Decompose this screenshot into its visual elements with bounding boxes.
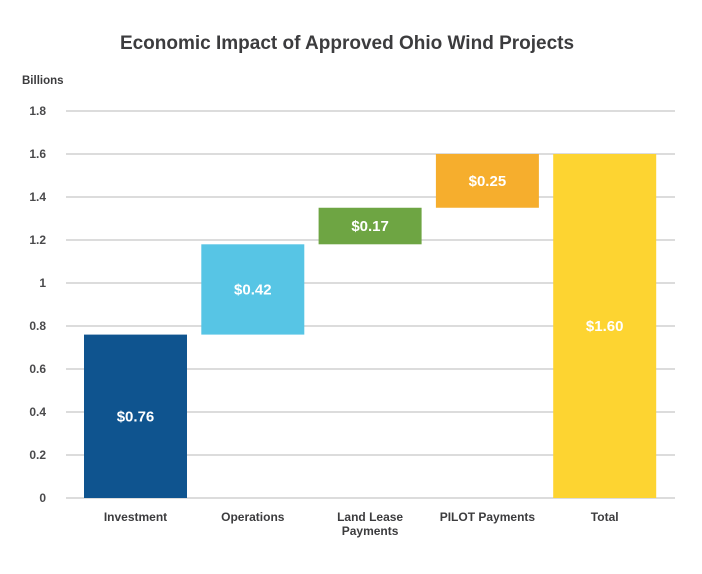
y-tick-label: 1.2 (29, 233, 46, 247)
bar (553, 154, 657, 498)
y-tick-label: 1.8 (29, 104, 46, 118)
x-tick-label-line: Total (591, 510, 619, 524)
y-tick-label: 1.4 (29, 190, 46, 204)
x-tick-label-line: Investment (104, 510, 167, 524)
bars (84, 154, 657, 498)
data-label: $0.25 (469, 173, 507, 190)
x-tick-label-line: Land Lease (337, 510, 403, 524)
x-axis-ticks: Investment Operations Land Lease Payments PI… (104, 510, 619, 538)
x-tick-label: Land Lease Payments (337, 510, 403, 538)
y-axis-unit-label: Billions (22, 75, 64, 87)
data-labels: $0.76 $0.42 $0.17 $0.25 $1.60 (117, 173, 624, 425)
y-tick-label: 0 (39, 491, 46, 505)
data-label: $0.76 (117, 408, 155, 425)
data-label: $0.42 (234, 281, 272, 298)
bar (84, 334, 187, 498)
x-tick-label: Total (591, 510, 619, 524)
data-label: $0.17 (351, 218, 389, 235)
x-tick-label-line: Operations (221, 510, 285, 524)
y-tick-label: 0.6 (29, 362, 46, 376)
y-tick-label: 1.6 (29, 147, 46, 161)
y-tick-label: 0.8 (29, 319, 46, 333)
data-label: $1.60 (586, 318, 624, 335)
x-tick-label: Investment (104, 510, 167, 524)
y-axis-ticks: 0 0.2 0.4 0.6 0.8 1 1.2 1.4 1.6 1.8 (29, 104, 46, 505)
x-tick-label-line: PILOT Payments (440, 510, 536, 524)
y-tick-label: 0.4 (29, 405, 46, 419)
bar (318, 207, 422, 245)
y-tick-label: 1 (39, 276, 46, 290)
x-tick-label: PILOT Payments (440, 510, 536, 524)
bar (435, 154, 539, 208)
x-tick-label-line: Payments (342, 524, 399, 538)
bar (201, 244, 305, 335)
chart-title: Economic Impact of Approved Ohio Wind Pr… (120, 33, 574, 54)
y-tick-label: 0.2 (29, 448, 46, 462)
x-tick-label: Operations (221, 510, 285, 524)
